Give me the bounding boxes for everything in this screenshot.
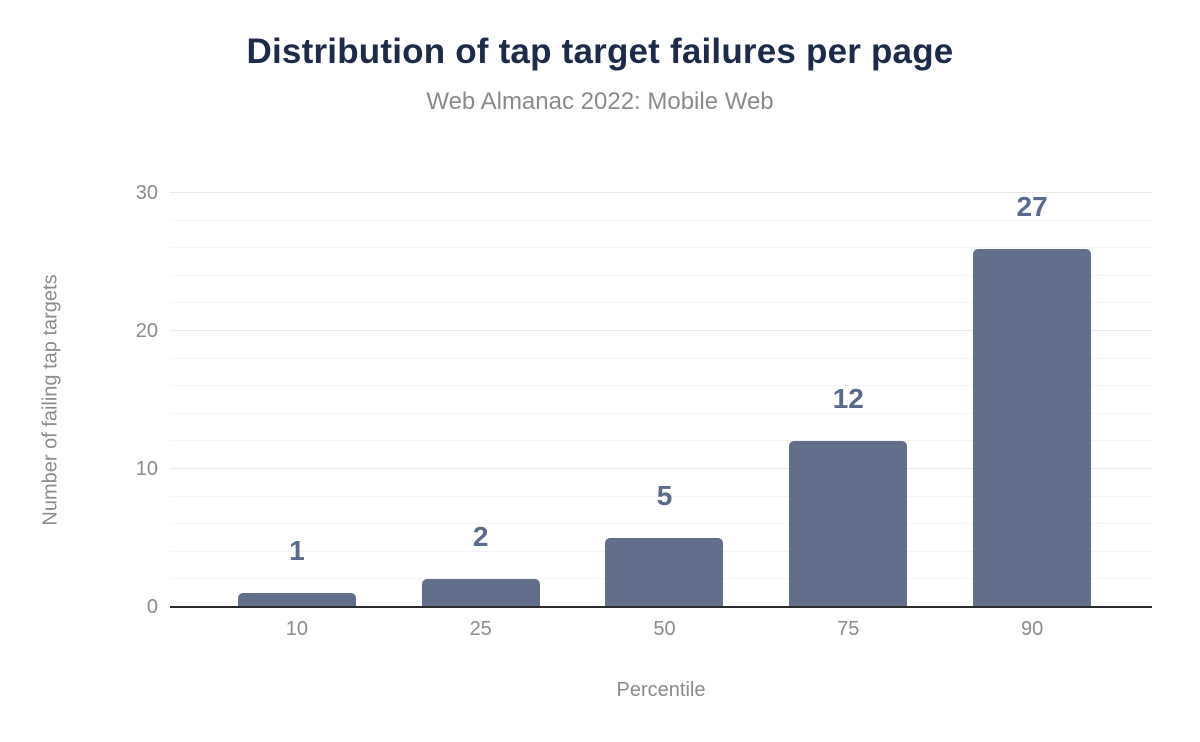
bar[interactable] [789,441,908,607]
gridline-minor [170,219,1152,221]
x-tick-label: 25 [469,618,492,640]
bar-slot: 5 [573,193,757,607]
bar-value-label: 27 [1016,191,1048,222]
bar[interactable] [237,593,356,607]
chart-title: Distribution of tap target failures per … [246,32,954,71]
gridline-minor [170,302,1152,304]
gridline-major [170,468,1152,470]
y-axis-ticks: 0 10 20 30 [0,183,158,617]
x-tick-label: 90 [1020,618,1044,640]
bar[interactable] [421,579,540,607]
x-tick-label: 50 [653,618,676,640]
y-tick-label: 30 [135,182,158,204]
gridline-minor [170,247,1152,249]
bar-slot: 1 [205,193,389,607]
bar-slot: 2 [389,193,573,607]
x-tick-label: 10 [285,618,309,640]
x-axis-line [170,606,1152,608]
chart-subtitle: Web Almanac 2022: Mobile Web [426,88,774,115]
bar[interactable] [605,538,724,607]
bar[interactable] [973,249,1092,607]
bar-value-label: 2 [472,521,489,553]
bar-value-label: 1 [289,535,305,567]
gridline-major [170,192,1152,193]
gridline-minor [170,495,1152,497]
bar-slot: 27 [940,193,1124,607]
bar-slot: 12 [756,193,940,607]
gridline-minor [170,412,1152,414]
x-tick-label: 75 [837,618,860,640]
gridlines [170,192,1152,607]
y-tick-label: 10 [135,458,158,481]
y-tick-label: 20 [135,320,158,343]
gridline-minor [170,523,1152,525]
bar-value-label: 12 [832,383,864,415]
plot-area: 1 2 5 12 27 [170,192,1152,608]
gridline-minor [170,385,1152,387]
bar-value-label: 5 [656,480,673,512]
y-tick-label: 0 [146,596,158,618]
x-axis-title: Percentile [616,679,706,701]
gridline-major [170,330,1152,332]
gridline-minor [170,440,1152,442]
gridline-minor [170,357,1152,359]
bars-row: 1 2 5 12 27 [170,193,1152,607]
x-axis-ticks: 10 25 50 75 90 [170,618,1152,641]
gridline-minor [170,274,1152,276]
